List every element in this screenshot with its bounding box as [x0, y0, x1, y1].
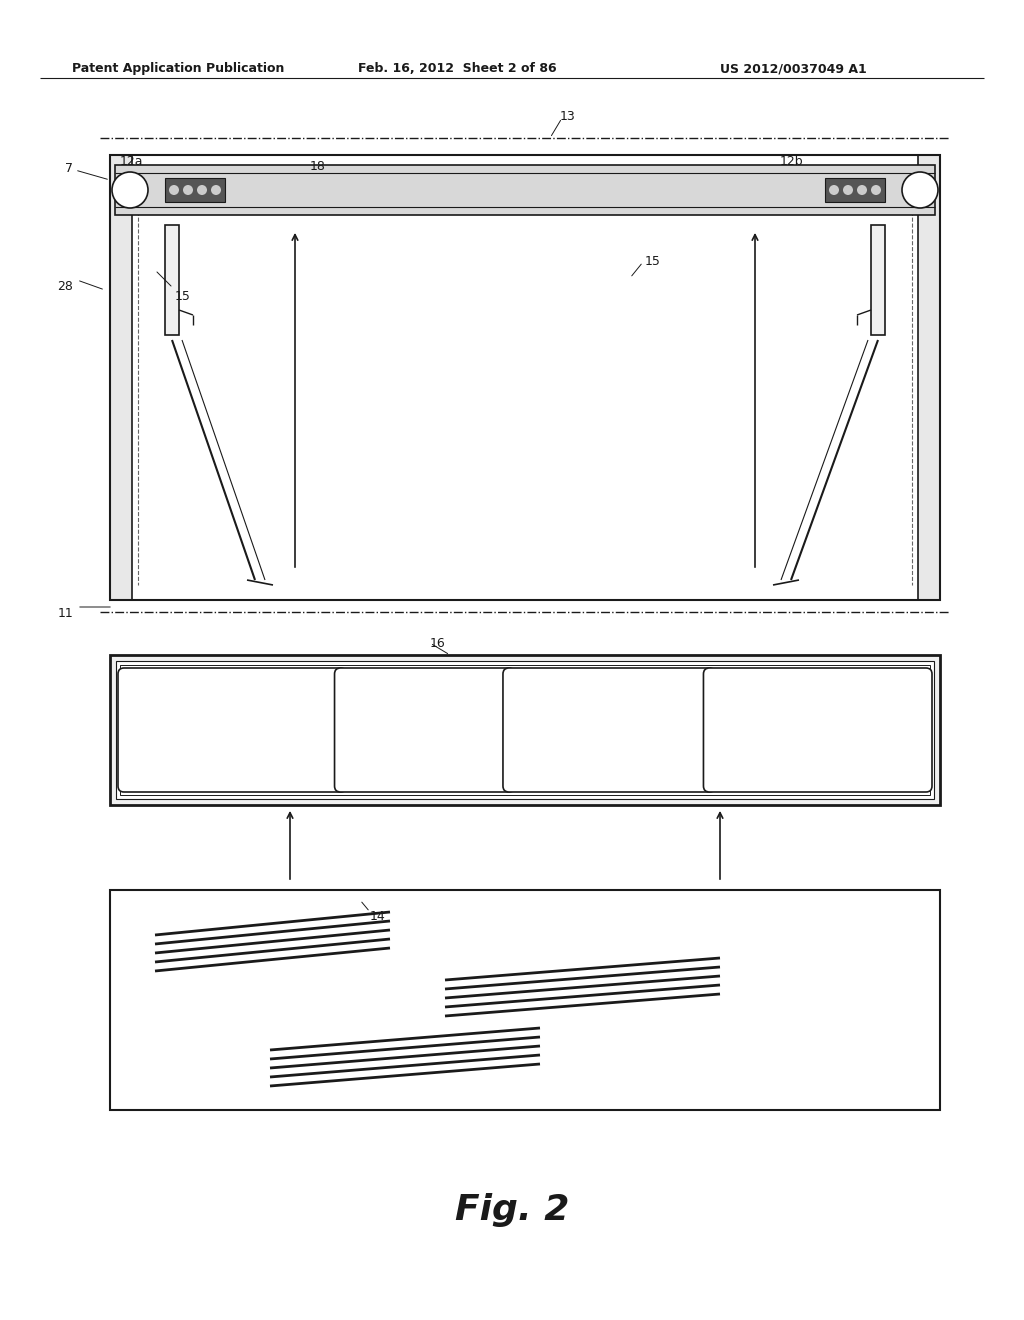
Circle shape	[183, 185, 193, 195]
Text: 13: 13	[560, 110, 575, 123]
Circle shape	[902, 172, 938, 209]
Bar	[825, 178, 885, 202]
Bar	[165, 178, 225, 202]
Bar	[110, 154, 132, 601]
Bar	[110, 655, 940, 805]
Bar	[871, 224, 885, 335]
Text: 15: 15	[175, 290, 190, 304]
Bar	[110, 890, 940, 1110]
Bar	[110, 154, 940, 601]
Bar	[116, 661, 934, 799]
Circle shape	[857, 185, 867, 195]
Circle shape	[211, 185, 221, 195]
Text: 15: 15	[645, 255, 660, 268]
Text: 7: 7	[65, 162, 73, 176]
Text: 28: 28	[57, 280, 73, 293]
Text: 11: 11	[57, 607, 73, 620]
Bar	[165, 224, 179, 335]
Text: 12b: 12b	[780, 154, 804, 168]
Circle shape	[843, 185, 853, 195]
FancyBboxPatch shape	[335, 668, 515, 792]
FancyBboxPatch shape	[703, 668, 932, 792]
Text: 14: 14	[370, 909, 386, 923]
FancyBboxPatch shape	[503, 668, 716, 792]
Text: 12a: 12a	[120, 154, 143, 168]
Circle shape	[829, 185, 839, 195]
Circle shape	[169, 185, 179, 195]
Text: Feb. 16, 2012  Sheet 2 of 86: Feb. 16, 2012 Sheet 2 of 86	[358, 62, 557, 75]
Circle shape	[112, 172, 148, 209]
Text: US 2012/0037049 A1: US 2012/0037049 A1	[720, 62, 866, 75]
Text: Fig. 2: Fig. 2	[455, 1193, 569, 1228]
Circle shape	[197, 185, 207, 195]
Bar	[120, 665, 930, 795]
Bar	[918, 154, 940, 601]
Bar	[115, 165, 935, 215]
Text: Patent Application Publication: Patent Application Publication	[72, 62, 285, 75]
Text: 18: 18	[310, 160, 326, 173]
FancyBboxPatch shape	[118, 668, 346, 792]
Bar	[505, 673, 545, 685]
Text: 16: 16	[430, 638, 445, 649]
Circle shape	[871, 185, 881, 195]
